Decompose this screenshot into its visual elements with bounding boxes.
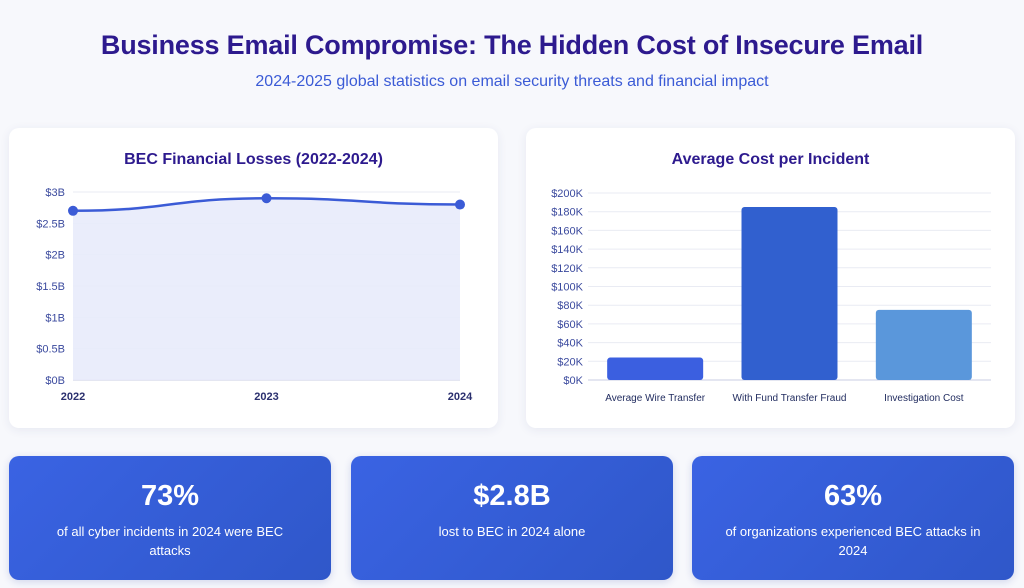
y-tick-label: $20K bbox=[557, 356, 583, 368]
page-title: Business Email Compromise: The Hidden Co… bbox=[100, 30, 924, 60]
stat-card-bec-share: 73% of all cyber incidents in 2024 were … bbox=[9, 456, 331, 580]
y-tick-label: $2B bbox=[45, 250, 65, 262]
y-tick-label: $0B bbox=[45, 375, 65, 387]
stat-value: $2.8B bbox=[473, 480, 551, 512]
y-tick-label: $3B bbox=[45, 187, 65, 199]
data-point bbox=[68, 205, 78, 216]
y-tick-label: $80K bbox=[557, 300, 583, 312]
bar bbox=[607, 357, 704, 380]
x-tick-label: Investigation Cost bbox=[884, 393, 964, 404]
stat-card-total-loss: $2.8B lost to BEC in 2024 alone bbox=[351, 456, 673, 580]
y-tick-label: $140K bbox=[551, 244, 583, 256]
cost-chart-card: Average Cost per Incident $0K $20K $40K $60… bbox=[526, 128, 1015, 428]
bar bbox=[741, 207, 838, 380]
stat-value: 73% bbox=[140, 480, 200, 512]
losses-line-chart: $0B $0.5B $1B $1.5B $2B $2.5B $3B 2022 2023 2024 bbox=[36, 187, 473, 403]
stat-description: of all cyber incidents in 2024 were BEC … bbox=[56, 524, 284, 558]
data-point bbox=[455, 199, 465, 210]
x-tick-label: Average Wire Transfer bbox=[605, 393, 706, 404]
bar bbox=[875, 309, 972, 380]
stat-card-org-share: 63% of organizations experienced BEC att… bbox=[692, 456, 1014, 580]
y-tick-label: $200K bbox=[551, 188, 583, 200]
y-tick-label: $120K bbox=[551, 263, 583, 275]
y-tick-label: $60K bbox=[557, 319, 583, 331]
y-tick-label: $1B bbox=[45, 312, 65, 324]
losses-chart-card: BEC Financial Losses (2022-2024) $0B $0.5… bbox=[9, 128, 498, 428]
y-tick-label: $1.5B bbox=[36, 281, 65, 293]
x-tick-label: With Fund Transfer Fraud bbox=[733, 393, 847, 404]
y-tick-label: $100K bbox=[551, 282, 583, 294]
losses-chart-title: BEC Financial Losses (2022-2024) bbox=[124, 151, 383, 168]
page-subtitle: 2024-2025 global statistics on email sec… bbox=[255, 73, 769, 90]
stat-value: 63% bbox=[823, 480, 883, 512]
y-tick-label: $160K bbox=[551, 225, 583, 237]
y-tick-label: $0.5B bbox=[36, 344, 65, 356]
cost-chart-title: Average Cost per Incident bbox=[671, 151, 870, 168]
y-tick-label: $180K bbox=[551, 207, 583, 219]
y-tick-label: $0K bbox=[563, 375, 583, 387]
stat-description: lost to BEC in 2024 alone bbox=[438, 524, 586, 539]
x-tick-label: 2023 bbox=[254, 391, 278, 403]
cost-bar-chart: $0K $20K $40K $60K $80K $100K $120K $140K $160K $… bbox=[551, 188, 991, 404]
y-tick-label: $40K bbox=[557, 338, 583, 350]
x-tick-label: 2024 bbox=[448, 391, 473, 403]
stat-description: of organizations experienced BEC attacks… bbox=[725, 524, 981, 558]
y-tick-label: $2.5B bbox=[36, 218, 65, 230]
x-tick-label: 2022 bbox=[61, 391, 85, 403]
data-point bbox=[261, 193, 272, 204]
area-fill bbox=[73, 198, 460, 380]
